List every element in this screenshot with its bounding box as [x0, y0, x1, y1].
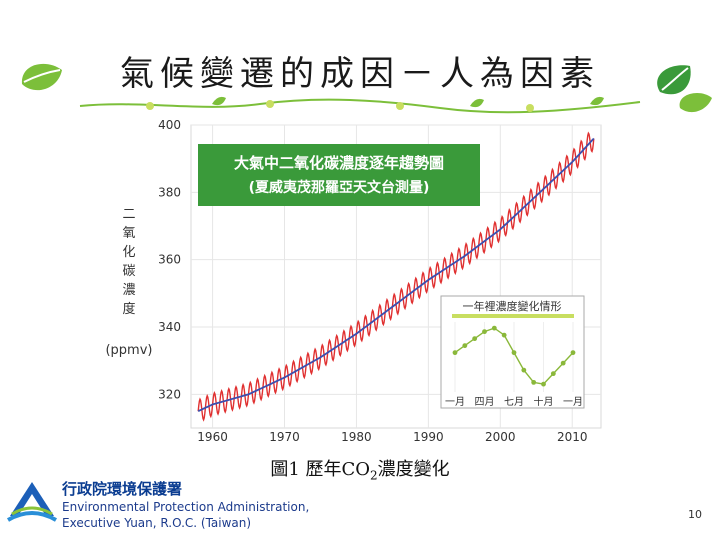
- vine-dot: [396, 102, 404, 110]
- inset-x-tick-label: 一月: [563, 396, 583, 408]
- caption-subscript: 2: [370, 468, 378, 483]
- x-tick-label: 1990: [413, 430, 444, 444]
- chart-title-box: 大氣中二氧化碳濃度逐年趨勢圖 (夏威夷茂那羅亞天文台測量): [198, 144, 480, 206]
- y-axis-label-char: 度: [122, 301, 135, 317]
- y-axis-label-char: 化: [122, 245, 135, 260]
- y-axis-label: (ppmv) 二氧化碳濃度: [105, 207, 152, 358]
- inset-x-tick-label: 七月: [504, 396, 524, 408]
- x-tick-label: 2000: [485, 430, 516, 444]
- inset-x-tick-label: 四月: [475, 396, 495, 408]
- y-tick-label: 380: [158, 185, 181, 199]
- caption-suffix: 濃度變化: [377, 459, 450, 480]
- vine-dot: [526, 104, 534, 112]
- seasonal-cycle-series: [454, 327, 574, 385]
- x-tick-label: 1960: [197, 430, 228, 444]
- y-tick-label: 360: [158, 253, 181, 267]
- leaf-sprout-icon: [212, 96, 226, 106]
- seasonal-inset: 一年裡濃度變化情形 一月 四月 七月 十月 一月: [440, 295, 585, 409]
- y-tick-label: 400: [158, 118, 181, 132]
- inset-title-bar: [452, 314, 574, 318]
- leaf-sprout-icon: [470, 98, 484, 108]
- page-number: 10: [688, 508, 702, 521]
- y-axis-label-char: 碳: [122, 264, 135, 279]
- vine-decoration: [79, 96, 641, 114]
- x-tick-label: 1970: [269, 430, 300, 444]
- agency-name-en-line2: Executive Yuan, R.O.C. (Taiwan): [62, 516, 252, 530]
- annual-trend-series: [197, 137, 595, 413]
- inset-title: 一年裡濃度變化情形: [463, 299, 562, 313]
- leaf-sprout-icon: [590, 96, 604, 106]
- y-tick-label: 340: [158, 320, 181, 334]
- vine-line: [79, 98, 641, 114]
- y-tick-label: 320: [158, 387, 181, 401]
- slide-title: 氣候變遷的成因－人為因素: [120, 54, 600, 94]
- y-axis-label-char: 氧: [122, 226, 135, 241]
- y-axis-label-char: 濃: [122, 283, 135, 298]
- agency-name-en-line1: Environmental Protection Administration,: [62, 500, 310, 514]
- chart-title: 大氣中二氧化碳濃度逐年趨勢圖: [234, 154, 444, 172]
- agency-name-zh: 行政院環境保護署: [62, 480, 183, 498]
- left-leaf-icon: [21, 63, 62, 91]
- x-tick-label: 2010: [557, 430, 588, 444]
- inset-x-tick-label: 一月: [445, 396, 465, 408]
- y-axis-label-char: 二: [122, 207, 135, 222]
- chart-subtitle: (夏威夷茂那羅亞天文台測量): [249, 179, 430, 196]
- x-tick-label: 1980: [341, 430, 372, 444]
- right-leaf-icon: [657, 65, 712, 113]
- vine-dot: [146, 102, 154, 110]
- caption-prefix: 圖1 歷年CO: [270, 459, 371, 480]
- vine-dot: [266, 100, 274, 108]
- inset-x-tick-label: 十月: [534, 395, 554, 408]
- y-axis-unit: (ppmv): [105, 343, 152, 358]
- agency-logo-icon: [6, 482, 58, 522]
- figure-caption: 圖1 歷年CO2濃度變化: [0, 455, 720, 483]
